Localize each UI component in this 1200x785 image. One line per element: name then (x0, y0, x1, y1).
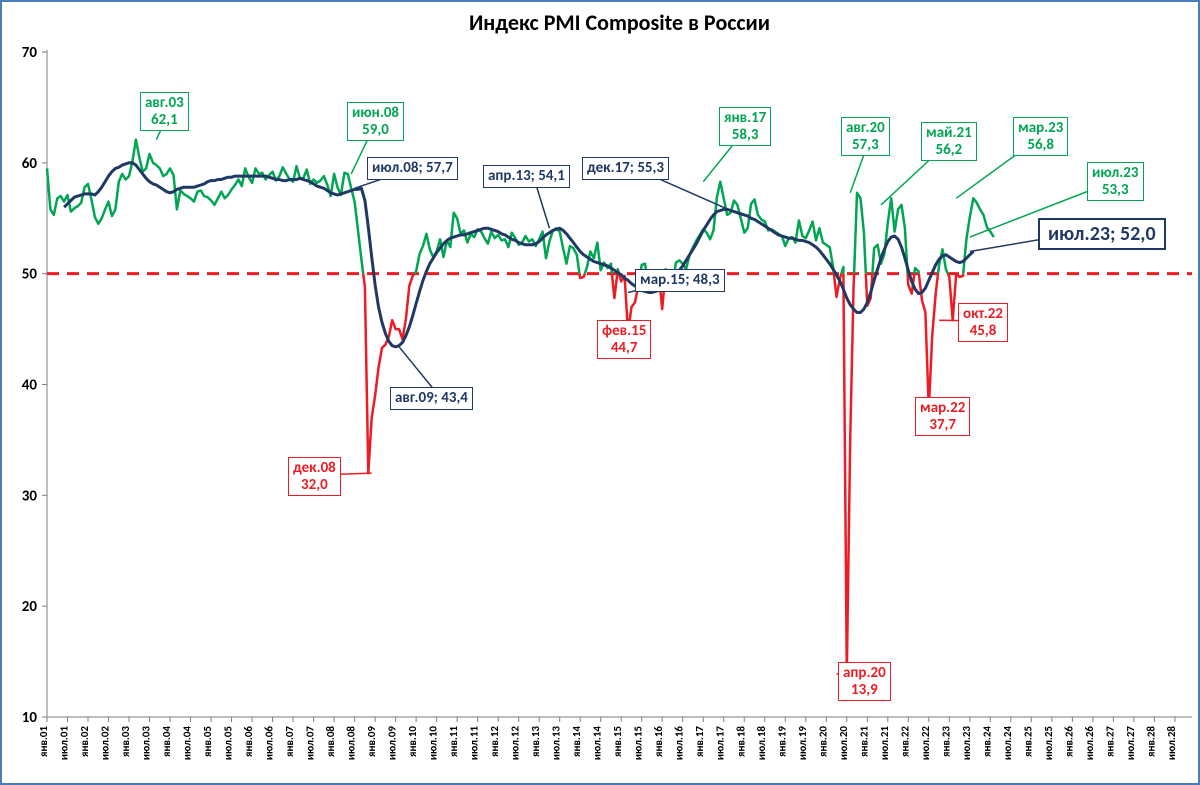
svg-text:июл.17: июл.17 (714, 726, 727, 761)
svg-text:60: 60 (22, 155, 38, 173)
svg-text:июл.18: июл.18 (755, 726, 768, 761)
svg-text:10: 10 (22, 709, 38, 727)
svg-text:июл.10: июл.10 (427, 726, 440, 761)
callout: мар.2356,8 (1013, 117, 1068, 156)
svg-text:янв.04: янв.04 (160, 726, 173, 757)
svg-text:июл.21: июл.21 (878, 726, 891, 761)
svg-text:янв.17: янв.17 (693, 726, 706, 757)
svg-text:янв.08: янв.08 (324, 726, 337, 757)
callout: окт.2245,8 (958, 303, 1008, 342)
svg-text:июл.02: июл.02 (99, 726, 112, 761)
svg-text:янв.05: янв.05 (201, 726, 214, 757)
svg-text:50: 50 (22, 266, 38, 284)
callout: июл.08; 57,7 (367, 157, 458, 180)
svg-text:янв.18: янв.18 (734, 726, 747, 757)
svg-text:июл.26: июл.26 (1083, 726, 1096, 761)
svg-text:янв.24: янв.24 (980, 726, 993, 757)
svg-text:янв.02: янв.02 (78, 726, 91, 757)
svg-text:июл.04: июл.04 (181, 726, 194, 761)
svg-text:июл.13: июл.13 (550, 726, 563, 761)
svg-text:20: 20 (22, 598, 38, 616)
svg-text:янв.15: янв.15 (611, 726, 624, 757)
svg-text:июл.08: июл.08 (345, 726, 358, 761)
svg-text:июл.16: июл.16 (673, 726, 686, 761)
svg-text:июл.09: июл.09 (386, 726, 399, 761)
svg-text:июл.14: июл.14 (591, 726, 604, 761)
svg-text:янв.22: янв.22 (898, 726, 911, 757)
callout: янв.1758,3 (719, 107, 771, 146)
callout: июл.23; 52,0 (1038, 218, 1166, 250)
svg-text:июл.12: июл.12 (509, 726, 522, 761)
callout: июл.2353,3 (1087, 162, 1144, 201)
svg-text:янв.01: янв.01 (37, 726, 50, 757)
svg-text:янв.13: янв.13 (529, 726, 542, 757)
svg-text:янв.10: янв.10 (406, 726, 419, 757)
svg-text:30: 30 (22, 487, 38, 505)
svg-text:40: 40 (22, 377, 38, 395)
svg-text:янв.19: янв.19 (775, 726, 788, 757)
callout: мар.2237,7 (915, 397, 970, 436)
svg-text:июл.20: июл.20 (837, 726, 850, 761)
svg-text:июл.28: июл.28 (1165, 726, 1178, 761)
svg-text:июл.05: июл.05 (222, 726, 235, 761)
svg-text:янв.14: янв.14 (570, 726, 583, 757)
svg-text:янв.21: янв.21 (857, 726, 870, 757)
svg-text:янв.12: янв.12 (488, 726, 501, 757)
svg-text:июл.27: июл.27 (1124, 726, 1137, 761)
svg-text:янв.06: янв.06 (242, 726, 255, 757)
svg-text:янв.25: янв.25 (1021, 726, 1034, 757)
svg-text:70: 70 (22, 44, 38, 62)
svg-text:июл.11: июл.11 (468, 726, 481, 761)
svg-text:июл.23: июл.23 (960, 726, 973, 761)
callout: дек.0832,0 (288, 457, 341, 496)
svg-text:янв.07: янв.07 (283, 726, 296, 757)
svg-text:июл.19: июл.19 (796, 726, 809, 761)
svg-text:янв.11: янв.11 (447, 726, 460, 757)
svg-text:янв.20: янв.20 (816, 726, 829, 757)
callout: май.2156,2 (921, 122, 977, 161)
svg-text:июл.06: июл.06 (263, 726, 276, 761)
svg-text:июл.25: июл.25 (1042, 726, 1055, 761)
svg-text:июл.07: июл.07 (304, 726, 317, 761)
callout: фев.1544,7 (597, 320, 651, 359)
svg-text:янв.28: янв.28 (1144, 726, 1157, 757)
callout: авг.0362,1 (140, 92, 189, 131)
callout: апр.2013,9 (838, 662, 891, 701)
callout: июн.0859,0 (347, 102, 404, 141)
svg-text:янв.23: янв.23 (939, 726, 952, 757)
svg-text:июл.22: июл.22 (919, 726, 932, 761)
callout: авг.09; 43,4 (390, 387, 473, 410)
svg-text:янв.03: янв.03 (119, 726, 132, 757)
svg-text:янв.27: янв.27 (1103, 726, 1116, 757)
svg-text:июл.03: июл.03 (140, 726, 153, 761)
callout: авг.2057,3 (841, 117, 890, 156)
svg-text:янв.09: янв.09 (365, 726, 378, 757)
svg-text:июл.24: июл.24 (1001, 726, 1014, 761)
callout: мар.15; 48,3 (635, 269, 725, 292)
svg-text:янв.26: янв.26 (1062, 726, 1075, 757)
svg-text:июл.01: июл.01 (58, 726, 71, 761)
svg-text:июл.15: июл.15 (632, 726, 645, 761)
callout: апр.13; 54,1 (483, 165, 570, 188)
callout: дек.17; 55,3 (582, 157, 669, 180)
svg-text:янв.16: янв.16 (652, 726, 665, 757)
svg-text:Индекс PMI Composite в России: Индекс PMI Composite в России (469, 9, 770, 36)
